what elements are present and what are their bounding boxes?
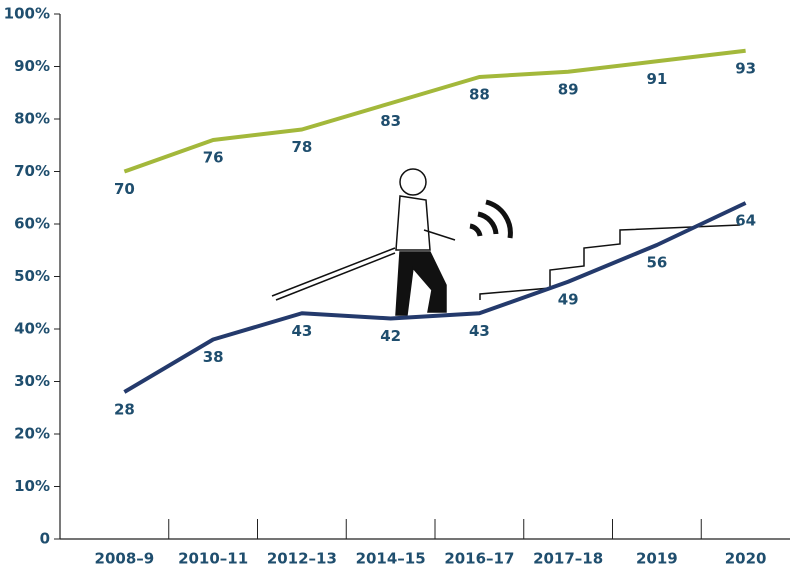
y-tick-label: 50% (14, 267, 50, 285)
y-tick-label: 20% (14, 425, 50, 443)
data-label: 91 (646, 70, 667, 88)
data-label: 89 (558, 80, 579, 98)
y-tick-label: 0 (40, 530, 50, 548)
data-label: 49 (558, 290, 579, 308)
chart: 0 10% 20% 30% 40% 50% 60% 70% 80% 90% 100% 2008–9 20… (0, 0, 793, 569)
y-tick-label: 60% (14, 215, 50, 233)
data-label: 78 (291, 138, 312, 156)
x-tick-label: 2012–13 (267, 550, 337, 568)
x-tick-label: 2008–9 (95, 550, 155, 568)
y-tick-label: 100% (4, 5, 50, 23)
data-label: 88 (469, 86, 490, 104)
data-label: 38 (203, 348, 224, 366)
y-tick-label: 10% (14, 477, 50, 495)
illustration (272, 169, 740, 315)
x-tick-label: 2010–11 (178, 550, 248, 568)
x-tick-label: 2019 (636, 550, 678, 568)
data-label: 93 (735, 59, 756, 77)
x-tick-label: 2020 (725, 550, 767, 568)
x-tick-label: 2016–17 (444, 550, 514, 568)
data-label: 83 (380, 112, 401, 130)
y-tick-label: 70% (14, 162, 50, 180)
data-label: 64 (735, 212, 756, 230)
y-tick-label: 40% (14, 320, 50, 338)
data-label: 42 (380, 327, 401, 345)
data-label: 28 (114, 401, 135, 419)
data-label: 43 (291, 322, 312, 340)
y-tick-label: 80% (14, 110, 50, 128)
x-tick-label: 2014–15 (356, 550, 426, 568)
y-tick-label: 30% (14, 372, 50, 390)
y-tick-label: 90% (14, 57, 50, 75)
data-label: 43 (469, 322, 490, 340)
data-label: 56 (646, 254, 667, 272)
data-label: 76 (203, 149, 224, 167)
data-label: 70 (114, 180, 135, 198)
x-tick-label: 2017–18 (533, 550, 603, 568)
